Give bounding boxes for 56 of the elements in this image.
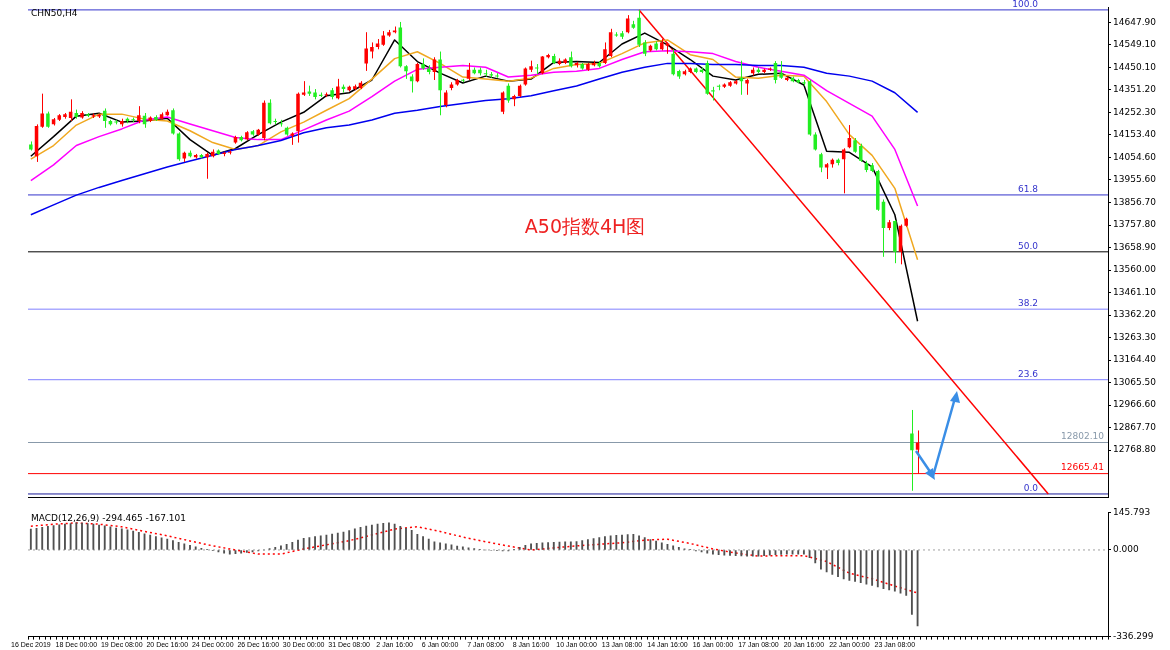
candlestick: [677, 69, 681, 80]
y-tick-label: 12768.80: [1113, 444, 1157, 455]
candlestick: [779, 60, 783, 80]
y-tick-label: 13065.50: [1113, 376, 1157, 387]
y-tick-label: -336.299: [1113, 630, 1154, 641]
y-tick-label: 145.793: [1113, 506, 1151, 517]
candlestick: [853, 137, 857, 154]
y-tick-label: 13658.90: [1113, 241, 1157, 252]
y-tick-label: 13757.80: [1113, 219, 1157, 230]
candlestick: [421, 57, 425, 71]
y-tick-label: 14252.30: [1113, 106, 1157, 117]
chart-title: MACD(12,26,9) -294.465 -167.101: [31, 513, 187, 524]
annotation: 100.0: [1012, 0, 1039, 9]
annotation: A50指数4H图: [524, 214, 646, 237]
ref-line-label: 12802.10: [1061, 431, 1105, 442]
y-tick-label: 13164.40: [1113, 354, 1157, 365]
candlestick: [529, 60, 533, 73]
annotation: 23.6: [1017, 368, 1039, 379]
y-tick-label: 13362.20: [1113, 309, 1157, 320]
y-tick-label: 13461.10: [1113, 286, 1157, 297]
candlestick: [870, 162, 874, 173]
y-tick-label: 13560.00: [1113, 264, 1157, 275]
y-tick-label: 14549.10: [1113, 39, 1157, 50]
annotation: 38.2: [1017, 298, 1038, 309]
candlestick: [614, 31, 619, 38]
candlestick: [370, 41, 374, 59]
candlestick: [620, 30, 624, 40]
annotation: 0.0: [1023, 482, 1039, 493]
y-tick-label: 14054.60: [1113, 151, 1157, 162]
candlestick: [137, 105, 141, 124]
candlestick: [887, 219, 891, 231]
candlestick: [80, 110, 84, 120]
candlestick: [580, 62, 584, 71]
y-tick-label: 13263.30: [1113, 331, 1157, 342]
y-tick-label: 13955.60: [1113, 174, 1157, 185]
ref-line-label: 12665.41: [1061, 462, 1104, 473]
y-tick-label: 14647.90: [1113, 16, 1157, 27]
candlestick: [586, 62, 590, 72]
candlestick: [534, 63, 539, 75]
line-series: [30, 522, 919, 594]
candlestick: [154, 114, 158, 122]
annotation: 50.0: [1017, 240, 1039, 251]
y-tick-label: 14153.40: [1113, 129, 1157, 140]
y-tick-label: 12867.70: [1113, 421, 1157, 432]
y-tick-label: 0.000: [1113, 544, 1140, 555]
candlestick: [728, 80, 732, 88]
y-tick-label: 13856.70: [1113, 196, 1157, 207]
candlestick: [455, 78, 459, 87]
y-tick-label: 12966.60: [1113, 399, 1157, 410]
candlestick: [63, 112, 67, 120]
annotation: 61.8: [1017, 183, 1039, 194]
candlestick: [387, 29, 391, 38]
chart-title: CHN50,H4: [31, 8, 78, 19]
y-tick-label: 14450.10: [1113, 61, 1157, 72]
y-tick-label: 14351.20: [1113, 84, 1157, 95]
candlestick: [495, 72, 499, 79]
